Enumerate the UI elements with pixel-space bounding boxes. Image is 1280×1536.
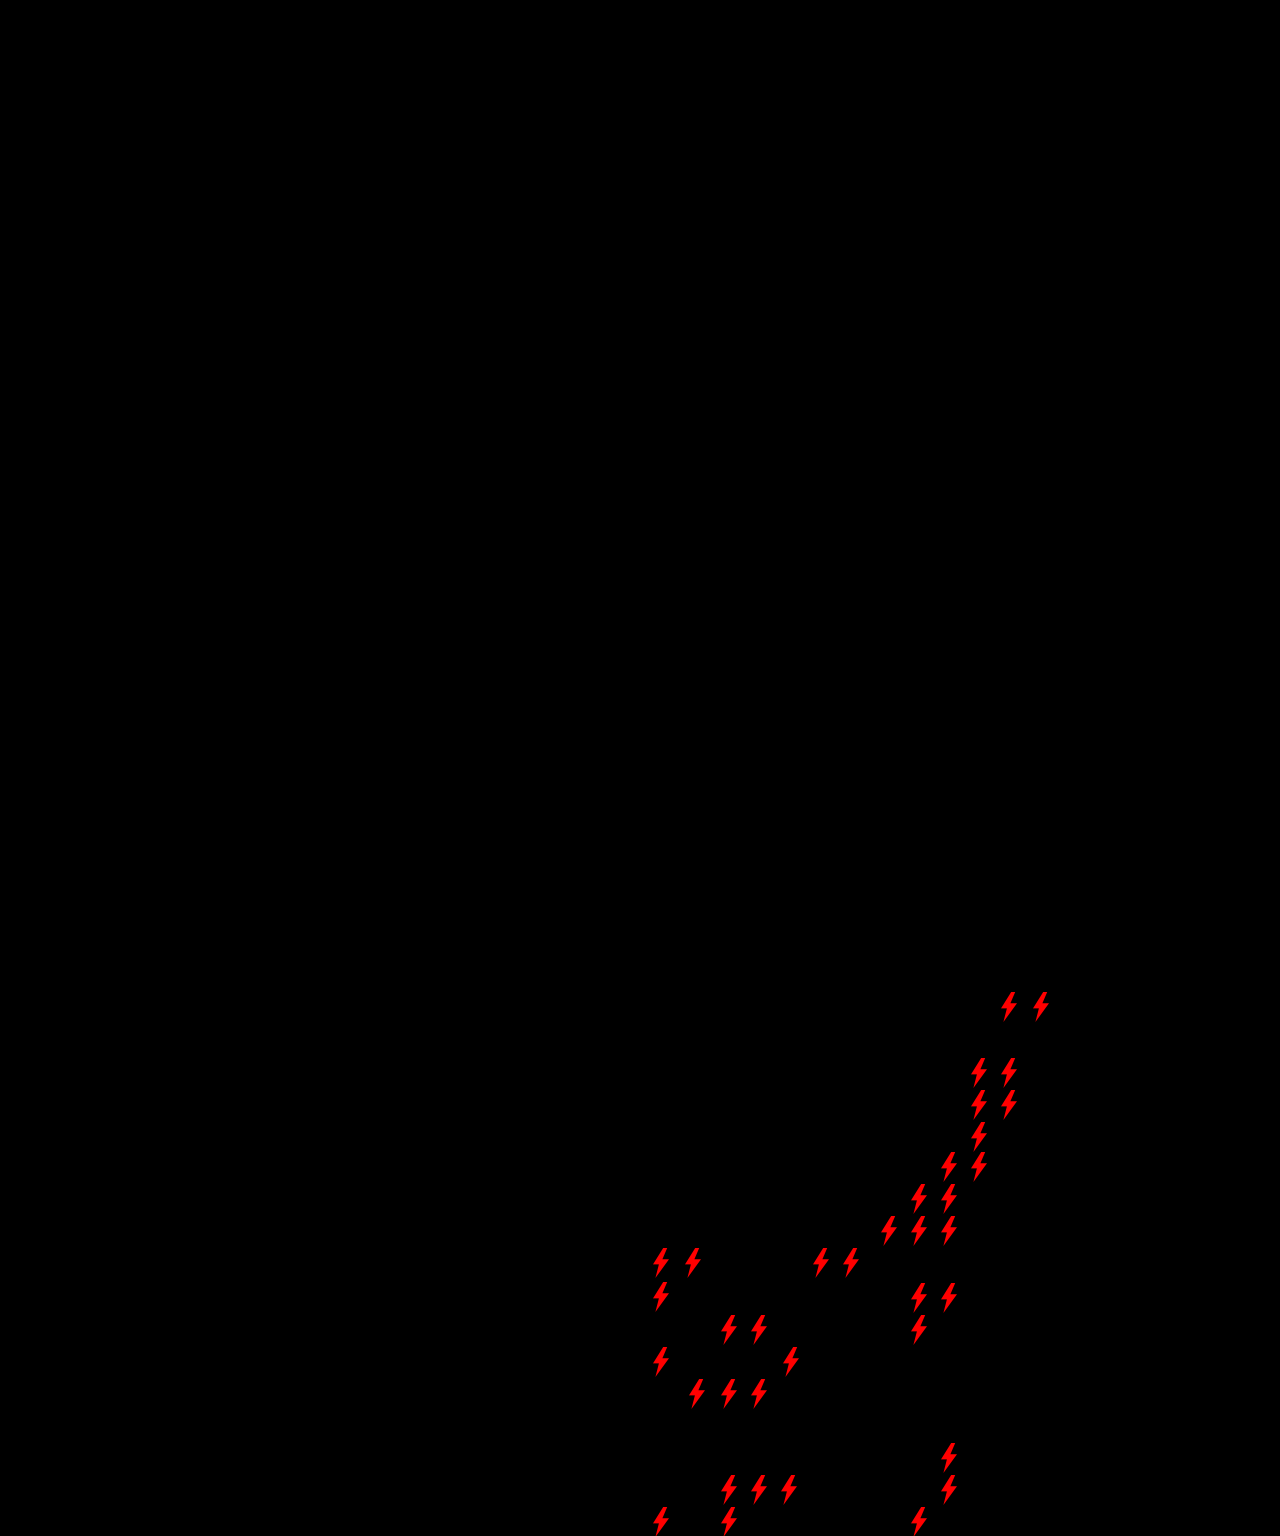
lightning-bolt-icon xyxy=(650,1347,672,1377)
lightning-bolt-icon xyxy=(968,1058,990,1088)
lightning-bolt-icon xyxy=(968,1090,990,1120)
lightning-bolt-icon xyxy=(718,1315,740,1345)
lightning-bolt-icon xyxy=(810,1248,832,1278)
lightning-bolt-icon xyxy=(1030,992,1052,1022)
lightning-bolt-icon xyxy=(938,1283,960,1313)
lightning-bolt-icon xyxy=(938,1443,960,1473)
lightning-bolt-icon xyxy=(938,1184,960,1214)
lightning-bolt-icon xyxy=(748,1475,770,1505)
lightning-bolt-icon xyxy=(718,1507,740,1536)
lightning-bolt-icon xyxy=(748,1379,770,1409)
lightning-bolt-icon xyxy=(908,1216,930,1246)
lightning-bolt-icon xyxy=(718,1475,740,1505)
lightning-bolt-icon xyxy=(998,1058,1020,1088)
lightning-bolt-icon xyxy=(908,1283,930,1313)
lightning-bolt-icon xyxy=(908,1184,930,1214)
lightning-bolt-icon xyxy=(938,1216,960,1246)
lightning-bolt-icon xyxy=(748,1315,770,1345)
lightning-bolt-icon xyxy=(650,1507,672,1536)
lightning-bolt-icon xyxy=(780,1347,802,1377)
lightning-bolt-icon xyxy=(998,1090,1020,1120)
lightning-bolt-icon xyxy=(840,1248,862,1278)
lightning-bolt-icon xyxy=(686,1379,708,1409)
lightning-bolt-icon xyxy=(998,992,1020,1022)
lightning-bolt-icon xyxy=(650,1248,672,1278)
lightning-bolt-icon xyxy=(908,1507,930,1536)
lightning-bolt-icon xyxy=(682,1248,704,1278)
lightning-bolt-icon xyxy=(908,1315,930,1345)
lightning-bolt-icon xyxy=(878,1216,900,1246)
lightning-bolt-icon xyxy=(718,1379,740,1409)
lightning-bolt-icon xyxy=(938,1475,960,1505)
lightning-bolt-icon xyxy=(778,1475,800,1505)
lightning-bolt-icon xyxy=(650,1282,672,1312)
lightning-bolt-icon xyxy=(968,1152,990,1182)
lightning-bolt-icon xyxy=(968,1122,990,1152)
lightning-bolt-icon xyxy=(938,1152,960,1182)
